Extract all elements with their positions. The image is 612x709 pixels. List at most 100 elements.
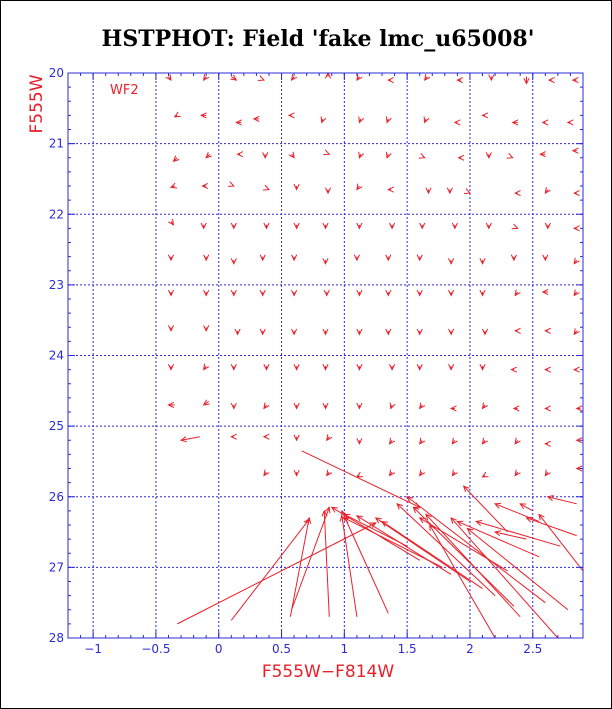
small-offset-arrow [419, 402, 426, 410]
small-offset-arrow [293, 402, 300, 410]
small-offset-arrow [388, 437, 396, 445]
large-offset-arrow [493, 530, 527, 540]
arrow-head [525, 516, 533, 523]
arrow-head [423, 116, 430, 124]
small-offset-arrow [322, 328, 329, 336]
large-offset-arrow [429, 524, 496, 639]
small-offset-arrow [356, 183, 363, 191]
arrow-head [200, 222, 207, 230]
small-offset-arrow [424, 74, 431, 81]
arrow-head [541, 288, 549, 295]
y-tick-label: 23 [49, 278, 64, 292]
small-offset-arrow [356, 328, 363, 336]
arrow-head [385, 116, 392, 124]
arrow-head [448, 289, 455, 297]
arrow-head [355, 515, 363, 522]
small-offset-arrow [169, 182, 178, 189]
small-offset-arrow [573, 366, 580, 373]
arrow-head [514, 289, 521, 297]
arrow-head [387, 77, 394, 84]
arrow-head [230, 289, 237, 297]
large-offset-arrow [525, 516, 577, 537]
arrow-shaft [476, 520, 561, 547]
small-offset-arrow [323, 289, 330, 297]
arrow-head [544, 327, 551, 334]
small-offset-arrow [167, 325, 175, 332]
arrow-shaft [289, 517, 310, 617]
small-offset-arrow [544, 187, 551, 194]
grid-lines [68, 72, 583, 639]
small-offset-arrow [205, 151, 213, 159]
small-offset-arrow [389, 402, 396, 410]
arrow-head [262, 152, 269, 159]
arrow-head [202, 363, 210, 371]
arrow-head [385, 289, 392, 297]
small-offset-arrow [542, 254, 549, 262]
arrow-head [291, 289, 298, 297]
arrow-shaft [547, 496, 577, 505]
arrow-head [205, 151, 213, 159]
arrow-shaft [396, 503, 496, 596]
small-offset-arrow [571, 77, 579, 84]
large-offset-arrow [230, 518, 310, 621]
small-offset-arrow [202, 74, 210, 81]
large-offset-arrow [519, 503, 534, 512]
arrow-head [519, 503, 527, 510]
small-offset-arrow [259, 289, 266, 297]
arrow-head [481, 402, 489, 410]
arrow-head [566, 119, 574, 126]
arrow-shaft [341, 515, 358, 617]
x-axis-label: F555W−F814W [262, 662, 395, 682]
small-offset-arrow [456, 77, 464, 84]
x-tick-label: 2.5 [523, 642, 542, 656]
small-offset-arrow [230, 289, 237, 297]
arrow-shaft [463, 485, 508, 533]
arrow-shaft [180, 436, 200, 441]
arrow-head [416, 364, 423, 371]
small-offset-arrow [448, 258, 455, 265]
arrow-head [448, 328, 455, 336]
y-tick-label: 26 [49, 490, 64, 504]
arrow-head [385, 151, 392, 159]
small-offset-arrow [448, 364, 455, 371]
arrow-head [293, 434, 300, 442]
large-offset-arrow [494, 502, 540, 522]
small-offset-arrow [510, 366, 518, 373]
arrow-head [389, 402, 396, 410]
arrow-head [514, 469, 521, 477]
arrow-head [416, 254, 423, 262]
arrow-head [449, 405, 457, 412]
small-offset-arrow [573, 190, 580, 197]
small-offset-arrow [481, 328, 489, 336]
arrow-head [321, 509, 328, 517]
small-offset-arrow [353, 254, 360, 262]
small-offset-arrow [322, 258, 329, 265]
small-offset-arrow [263, 222, 270, 230]
arrow-head [230, 74, 238, 81]
small-offset-arrow [257, 75, 266, 81]
arrow-head [453, 119, 461, 126]
small-offset-arrow [539, 151, 546, 158]
small-offset-arrow [481, 437, 489, 445]
large-offset-arrow [450, 517, 559, 639]
small-offset-arrow [385, 254, 392, 262]
small-offset-arrow [463, 188, 472, 194]
arrow-shaft [538, 514, 584, 572]
arrow-shaft [419, 517, 508, 572]
small-offset-arrow [544, 222, 551, 230]
small-offset-arrow [356, 74, 363, 81]
arrow-head [293, 402, 300, 410]
small-offset-arrow [263, 469, 270, 477]
arrow-shaft [494, 503, 540, 522]
arrow-head [262, 184, 271, 191]
small-offset-arrow [514, 327, 521, 334]
small-offset-arrow [388, 469, 396, 477]
x-tick-label: 1.5 [398, 642, 417, 656]
small-offset-arrow [179, 436, 200, 443]
large-offset-arrow [301, 450, 421, 508]
arrow-head [446, 187, 453, 195]
small-offset-arrow [416, 254, 423, 262]
small-offset-arrow [234, 328, 241, 336]
small-offset-arrow [389, 222, 396, 230]
small-offset-arrow [479, 364, 486, 371]
